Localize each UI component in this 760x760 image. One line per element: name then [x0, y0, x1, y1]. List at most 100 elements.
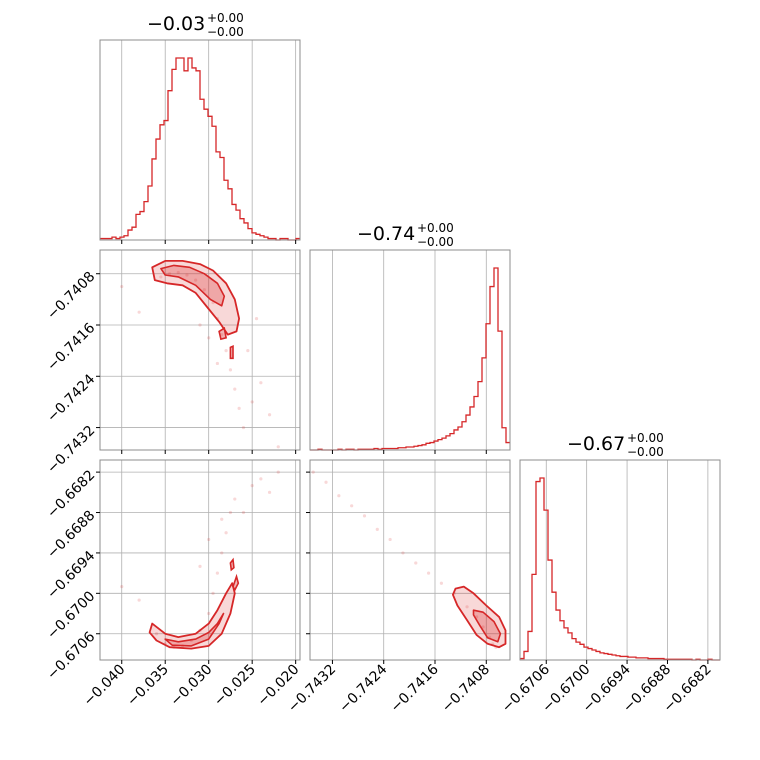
scatter-point — [350, 504, 354, 508]
title-value: −0.67 — [567, 433, 625, 455]
scatter-point — [362, 514, 367, 518]
contour-outer — [151, 260, 240, 336]
x-tick-label: −0.030 — [168, 662, 216, 710]
scatter-point — [198, 564, 202, 568]
scatter-point — [276, 445, 280, 449]
scatter-point — [311, 470, 315, 474]
scatter-point — [207, 611, 211, 616]
scatter-point — [259, 477, 263, 481]
axes-frame — [99, 459, 301, 661]
scatter-point — [167, 272, 172, 276]
scatter-point — [233, 387, 237, 391]
x-tick-label: −0.035 — [124, 662, 172, 710]
contour-inner — [160, 264, 226, 307]
contour-island — [229, 344, 234, 360]
scatter-point — [137, 310, 141, 314]
histogram-step-line — [310, 267, 510, 451]
scatter-point — [237, 406, 241, 410]
contour-island — [232, 573, 240, 592]
scatter-point — [220, 517, 224, 521]
title-plus: +0.00 — [417, 221, 454, 235]
scatter-point — [176, 270, 180, 275]
axes-frames — [99, 39, 721, 661]
scatter-point — [207, 336, 211, 340]
scatter-point — [439, 581, 444, 585]
axes-frame — [519, 459, 721, 661]
scatter-point — [120, 284, 124, 289]
contour-layer — [148, 260, 507, 650]
x-tick-label: −0.7408 — [439, 662, 493, 716]
scatter-point — [233, 497, 237, 501]
contour-island — [218, 326, 228, 341]
y-tick-label: −0.7432 — [44, 423, 98, 477]
title-minus: −0.00 — [207, 25, 244, 39]
scatter-point — [267, 490, 272, 494]
scatter-point — [481, 625, 485, 629]
scatter-point — [224, 349, 228, 353]
title-value: −0.74 — [357, 223, 415, 245]
scatter-point — [375, 527, 379, 531]
title-minus: −0.00 — [417, 235, 454, 249]
scatter-point — [250, 400, 254, 404]
scatter-point — [465, 605, 469, 609]
scatter-point — [224, 531, 228, 535]
histogram-step-line — [100, 57, 300, 241]
title-value: −0.03 — [147, 13, 205, 35]
axes-frame — [99, 249, 301, 451]
histogram-layer — [100, 57, 720, 661]
scatter-point — [259, 381, 263, 385]
scatter-point — [194, 278, 198, 282]
scatter-point — [228, 368, 233, 372]
tick-layer: −0.040−0.035−0.030−0.025−0.020−0.7432−0.… — [44, 240, 715, 716]
scatter-point — [337, 494, 341, 498]
scatter-point — [207, 537, 211, 542]
title-param-1: −0.03 +0.00 −0.00 — [147, 11, 244, 39]
scatter-point — [414, 561, 418, 565]
scatter-point — [211, 591, 215, 595]
scatter-point — [241, 510, 246, 515]
axes-frame — [309, 249, 511, 451]
contour-outer — [452, 585, 507, 649]
scatter-point — [198, 323, 202, 327]
y-tick-label: −0.7416 — [44, 320, 98, 374]
scatter-point — [202, 288, 206, 292]
scatter-point — [276, 470, 280, 474]
grid-layer — [100, 40, 709, 660]
contour-island — [229, 557, 235, 572]
scatter-point — [120, 584, 124, 589]
scatter-point — [246, 349, 250, 353]
y-tick-label: −0.7408 — [44, 269, 98, 323]
contour-inner — [472, 609, 502, 643]
scatter-point — [254, 316, 259, 321]
x-tick-label: −0.7416 — [388, 661, 442, 715]
scatter-point — [228, 510, 233, 515]
contour-inner — [164, 612, 225, 647]
x-tick-label: −0.7424 — [336, 661, 390, 715]
scatter-point — [267, 413, 272, 417]
scatter-point — [185, 273, 189, 277]
scatter-point — [215, 361, 219, 366]
scatter-point — [250, 483, 254, 488]
scatter-point — [388, 537, 392, 542]
scatter-point — [241, 425, 246, 430]
scatter-point — [426, 571, 431, 575]
axes-frame — [309, 459, 511, 661]
y-tick-label: −0.7424 — [44, 371, 98, 425]
scatter-point — [154, 632, 159, 636]
histogram-step-line — [520, 477, 720, 661]
title-param-3: −0.67 +0.00 −0.00 — [567, 431, 664, 459]
scatter-point — [220, 551, 224, 555]
scatter-point — [220, 333, 224, 337]
title-plus: +0.00 — [627, 431, 664, 445]
axes-frame — [99, 39, 301, 241]
title-param-2: −0.74 +0.00 −0.00 — [357, 221, 454, 249]
title-plus: +0.00 — [207, 11, 244, 25]
scatter-point — [215, 571, 219, 575]
scatter-point — [401, 551, 405, 555]
scatter-point — [137, 598, 141, 602]
x-tick-label: −0.025 — [211, 662, 259, 710]
x-tick-label: −0.040 — [81, 662, 129, 710]
scatter-point — [159, 275, 163, 279]
scatter-point — [324, 480, 328, 484]
